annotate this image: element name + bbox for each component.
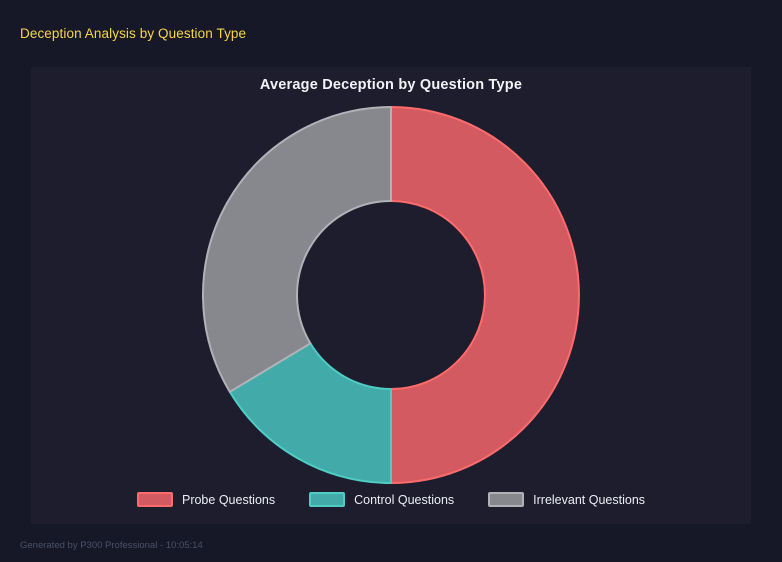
legend-swatch-icon: [136, 492, 173, 507]
donut-slice-control-questions[interactable]: [228, 342, 392, 484]
footer-generated-by: Generated by P300 Professional - 10:05:1…: [20, 540, 203, 551]
donut-slice-irrelevant-questions[interactable]: [202, 106, 392, 393]
legend-item-label: Probe Questions: [181, 492, 276, 507]
legend-swatch-icon: [488, 492, 525, 507]
page-header: Deception Analysis by Question Type: [0, 0, 782, 67]
donut-chart: [201, 105, 581, 485]
chart-legend: Probe Questions Control Questions Irreleva…: [31, 492, 751, 507]
chart-card: Average Deception by Question Type Probe…: [31, 67, 751, 524]
legend-item[interactable]: Control Questions: [309, 492, 454, 507]
chart-title: Average Deception by Question Type: [259, 77, 523, 93]
donut-slice-group: [202, 106, 580, 484]
legend-swatch-icon: [309, 492, 346, 507]
legend-item[interactable]: Irrelevant Questions: [488, 492, 645, 507]
legend-item-label: Irrelevant Questions: [533, 492, 646, 507]
legend-item[interactable]: Probe Questions: [136, 492, 276, 507]
donut-slice-probe-questions[interactable]: [390, 106, 580, 484]
donut-chart-svg: [202, 106, 580, 484]
legend-item-label: Control Questions: [354, 492, 455, 507]
page-title: Deception Analysis by Question Type: [20, 26, 247, 41]
